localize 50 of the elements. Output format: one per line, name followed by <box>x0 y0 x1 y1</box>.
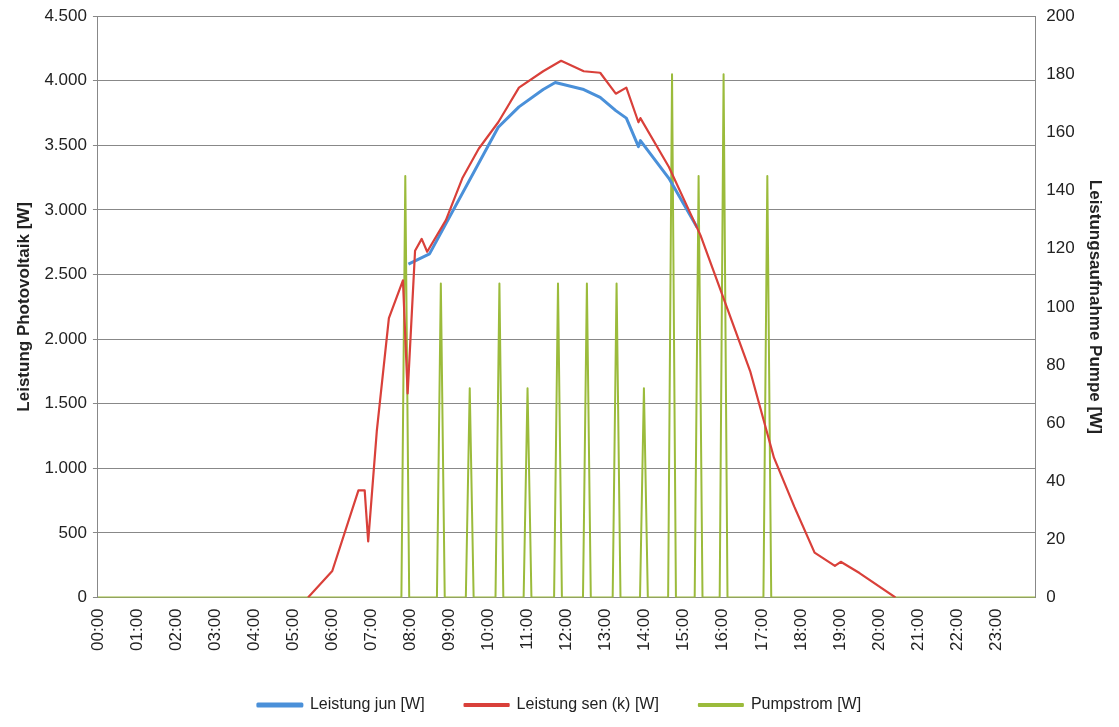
y2-tick-label: 60 <box>1046 412 1066 432</box>
y-tick-label: 2.500 <box>44 264 87 284</box>
y2-tick-label: 80 <box>1046 354 1066 374</box>
x-tick-label: 08:00 <box>400 608 420 652</box>
x-tick-label: 19:00 <box>829 608 849 652</box>
y2-tick-label: 200 <box>1046 5 1075 25</box>
y2-axis-title: Leistungsaufnahme Pumpe [W] <box>1086 179 1106 434</box>
x-tick-label: 01:00 <box>126 608 146 652</box>
y2-tick-label: 140 <box>1046 180 1075 200</box>
x-tick-label: 15:00 <box>673 608 693 652</box>
y-tick-label: 3.000 <box>44 199 87 219</box>
x-tick-label: 10:00 <box>478 608 498 652</box>
x-tick-label: 12:00 <box>556 608 576 652</box>
x-tick-label: 09:00 <box>439 608 459 652</box>
x-tick-label: 21:00 <box>907 608 927 652</box>
x-tick-label: 20:00 <box>868 608 888 652</box>
x-tick-label: 13:00 <box>595 608 615 652</box>
y-tick-label: 3.500 <box>44 135 87 155</box>
x-tick-label: 16:00 <box>712 608 732 652</box>
x-tick-label: 14:00 <box>634 608 654 652</box>
x-tick-label: 18:00 <box>790 608 810 652</box>
y-tick-label: 0 <box>77 587 87 607</box>
x-tick-label: 05:00 <box>282 608 302 652</box>
y-tick-label: 1.000 <box>44 457 87 477</box>
x-tick-label: 04:00 <box>243 608 263 652</box>
legend-label: Leistung jun [W] <box>309 695 425 713</box>
x-tick-label: 07:00 <box>361 608 381 652</box>
x-tick-label: 02:00 <box>165 608 185 652</box>
y2-tick-label: 120 <box>1046 238 1075 258</box>
y-tick-label: 500 <box>58 522 87 542</box>
y-tick-label: 4.000 <box>44 70 87 90</box>
x-tick-label: 00:00 <box>87 608 107 652</box>
y2-tick-label: 20 <box>1046 529 1066 549</box>
y2-tick-label: 0 <box>1046 587 1056 607</box>
y2-tick-label: 180 <box>1046 64 1075 84</box>
x-tick-label: 11:00 <box>517 608 537 650</box>
y-tick-label: 4.500 <box>44 5 87 25</box>
y2-tick-label: 160 <box>1046 122 1075 142</box>
x-tick-label: 06:00 <box>321 608 341 652</box>
y2-tick-label: 40 <box>1046 470 1066 490</box>
y-tick-label: 2.000 <box>44 328 87 348</box>
legend-label: Pumpstrom [W] <box>750 695 862 713</box>
legend-label: Leistung sen (k) [W] <box>516 695 659 713</box>
y-axis-title: Leistung Photovoltaik [W] <box>13 202 33 412</box>
y2-tick-label: 100 <box>1046 296 1075 316</box>
x-tick-label: 03:00 <box>204 608 224 652</box>
x-tick-label: 23:00 <box>985 608 1005 652</box>
x-tick-label: 17:00 <box>751 608 771 652</box>
x-tick-label: 22:00 <box>946 608 966 652</box>
y-tick-label: 1.500 <box>44 393 87 413</box>
